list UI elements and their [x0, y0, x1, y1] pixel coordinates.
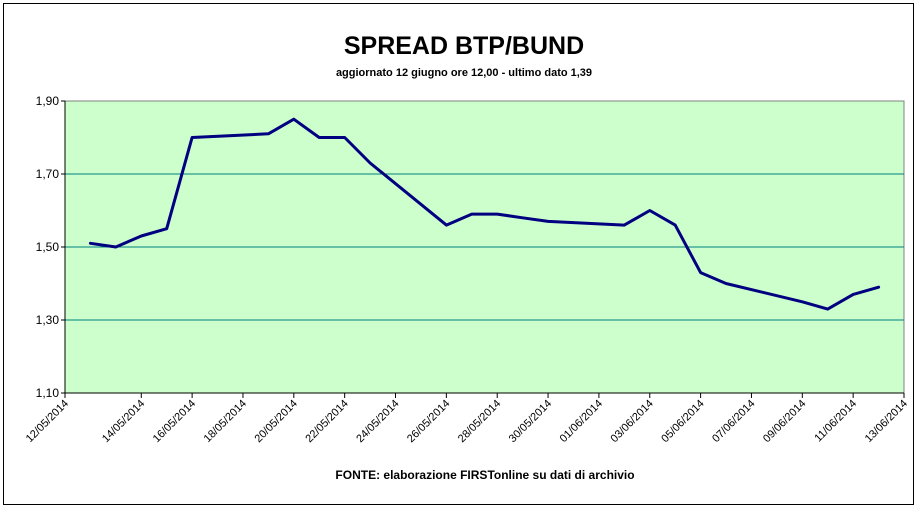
- x-tick-label: 01/06/2014: [558, 398, 605, 445]
- source-note: FONTE: elaborazione FIRSTonline su dati …: [335, 468, 634, 482]
- x-tick-label: 07/06/2014: [710, 398, 757, 445]
- x-tick-label: 22/05/2014: [303, 398, 350, 445]
- x-tick-label: 09/06/2014: [761, 398, 808, 445]
- gridlines: [65, 173, 904, 321]
- x-tick-label: 14/05/2014: [100, 398, 147, 445]
- x-tick-label: 16/05/2014: [151, 398, 198, 445]
- chart-subtitle: aggiornato 12 giugno ore 12,00 - ultimo …: [336, 67, 592, 79]
- x-tick-label: 28/05/2014: [456, 398, 503, 445]
- y-tick-label: 1,50: [36, 240, 60, 254]
- x-tick-label: 30/05/2014: [507, 398, 554, 445]
- x-tick-label: 05/06/2014: [659, 398, 706, 445]
- y-tick-label: 1,70: [36, 167, 60, 181]
- y-tick-label: 1,30: [36, 313, 60, 327]
- x-tick-label: 12/05/2014: [24, 398, 71, 445]
- x-tick-label: 18/05/2014: [202, 398, 249, 445]
- y-tick-label: 1,10: [36, 386, 60, 400]
- x-tick-label: 03/06/2014: [608, 398, 655, 445]
- chart-title: SPREAD BTP/BUND: [344, 32, 584, 60]
- y-axis-ticks: 1,10 1,30 1,50 1,70 1,90: [36, 94, 65, 400]
- x-axis-ticks: 12/05/2014 14/05/2014 16/05/2014 18/05/2014…: [24, 393, 910, 445]
- y-tick-label: 1,90: [36, 94, 60, 108]
- x-tick-label: 11/06/2014: [812, 398, 859, 445]
- x-tick-label: 24/05/2014: [354, 398, 401, 445]
- x-tick-label: 13/06/2014: [863, 398, 910, 445]
- series-line: [88, 117, 881, 311]
- series-layer: [88, 117, 881, 311]
- x-tick-label: 26/05/2014: [405, 398, 452, 445]
- x-tick-label: 20/05/2014: [253, 398, 300, 445]
